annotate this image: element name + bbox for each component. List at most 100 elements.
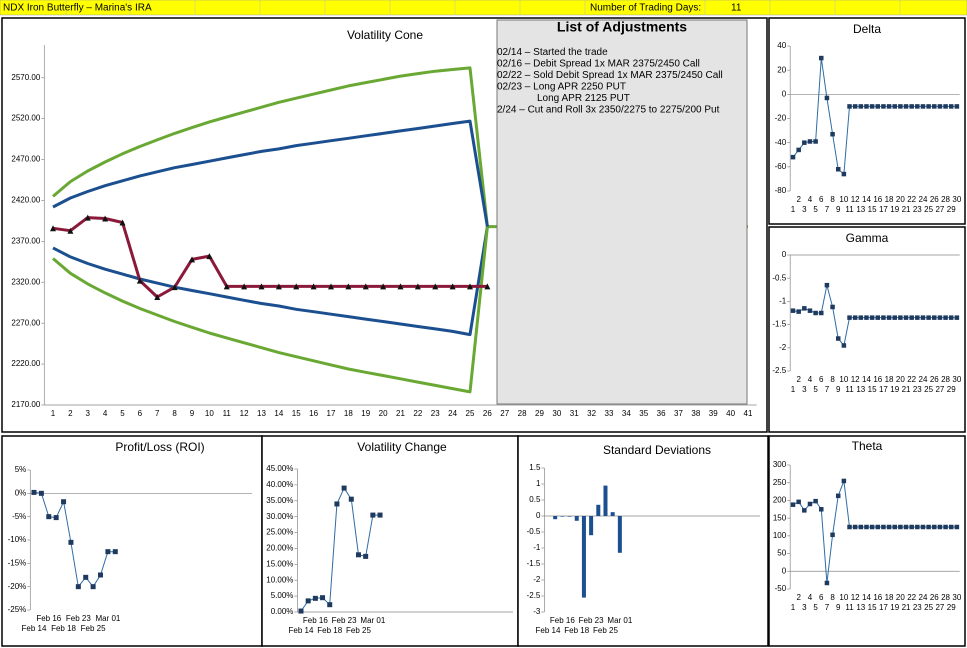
y-tick-label: -60 bbox=[775, 162, 787, 171]
x-tick-label: 25 bbox=[924, 603, 933, 612]
x-tick-label: 23 bbox=[913, 603, 922, 612]
y-tick-label: 0.5 bbox=[529, 495, 541, 504]
adjustment-item: 02/23 – Long APR 2250 PUT bbox=[497, 82, 626, 93]
y-tick-label: 0% bbox=[15, 488, 27, 497]
x-tick-label: 6 bbox=[819, 195, 824, 204]
x-tick-label: 10 bbox=[839, 593, 848, 602]
adjustments-box: List of Adjustments 02/14 – Started the … bbox=[496, 19, 748, 405]
marker bbox=[932, 315, 937, 320]
x-tick-label: 13 bbox=[257, 409, 266, 418]
x-tick-label: 25 bbox=[466, 409, 475, 418]
marker bbox=[841, 343, 847, 348]
x-tick-label: 13 bbox=[856, 385, 865, 394]
marker bbox=[362, 283, 369, 290]
adjustments-bg bbox=[496, 19, 748, 405]
x-tick-label: 15 bbox=[868, 205, 877, 214]
x-tick-label: 20 bbox=[896, 375, 905, 384]
marker bbox=[943, 524, 948, 530]
marker bbox=[796, 147, 801, 153]
y-tick-label: 0 bbox=[782, 250, 787, 259]
marker bbox=[875, 315, 881, 320]
adjustment-item: Long APR 2125 PUT bbox=[537, 93, 630, 104]
marker bbox=[68, 539, 74, 545]
x-tick-label: 5 bbox=[813, 385, 818, 394]
marker bbox=[909, 315, 914, 320]
x-tick-label: Feb 18 bbox=[51, 624, 76, 633]
x-tick-label: 19 bbox=[890, 385, 899, 394]
chart-title: Volatility Cone bbox=[347, 28, 423, 42]
x-tick-label: 7 bbox=[155, 409, 160, 418]
x-tick-label: 17 bbox=[879, 385, 888, 394]
marker bbox=[298, 608, 304, 614]
x-tick-label: Feb 16 bbox=[303, 616, 328, 625]
marker bbox=[102, 215, 109, 222]
x-tick-label: Feb 18 bbox=[317, 626, 342, 635]
x-tick-label: 41 bbox=[744, 409, 753, 418]
marker bbox=[898, 315, 903, 320]
x-tick-label: 2 bbox=[796, 375, 801, 384]
x-tick-label: 5 bbox=[813, 205, 818, 214]
marker bbox=[937, 315, 943, 320]
marker bbox=[909, 524, 914, 530]
x-tick-label: 23 bbox=[913, 205, 922, 214]
marker bbox=[898, 524, 903, 530]
x-tick-label: 27 bbox=[500, 409, 509, 418]
x-tick-label: Mar 01 bbox=[95, 614, 120, 623]
y-tick-label: -2.5 bbox=[527, 591, 541, 600]
y-tick-label: -2 bbox=[779, 343, 787, 352]
x-tick-label: 40 bbox=[726, 409, 735, 418]
x-tick-label: 16 bbox=[309, 409, 318, 418]
marker bbox=[275, 283, 282, 290]
x-tick-label: 4 bbox=[808, 593, 813, 602]
x-tick-label: 34 bbox=[622, 409, 631, 418]
x-tick-label: 7 bbox=[825, 385, 830, 394]
marker bbox=[38, 490, 44, 496]
x-tick-label: 28 bbox=[941, 593, 950, 602]
marker bbox=[305, 598, 311, 604]
x-tick-label: 29 bbox=[947, 205, 956, 214]
x-tick-label: 3 bbox=[802, 603, 807, 612]
marker bbox=[886, 104, 892, 109]
adjustment-item: 2/24 – Cut and Roll 3x 2350/2275 to 2275… bbox=[497, 105, 720, 116]
y-tick-label: -0.5 bbox=[772, 273, 786, 282]
x-tick-label: 30 bbox=[552, 409, 561, 418]
marker bbox=[943, 315, 948, 320]
y-tick-label: 300 bbox=[773, 460, 787, 469]
x-tick-label: 26 bbox=[930, 195, 939, 204]
marker bbox=[397, 283, 404, 290]
marker bbox=[875, 104, 881, 109]
y-tick-label: 2320.00 bbox=[11, 277, 40, 286]
bar bbox=[574, 516, 579, 521]
x-tick-label: Feb 14 bbox=[536, 626, 561, 635]
marker bbox=[320, 595, 326, 601]
y-tick-label: 0 bbox=[782, 89, 787, 98]
y-tick-label: 0.00% bbox=[271, 607, 294, 616]
adjustment-item: 02/22 – Sold Debit Spread 1x MAR 2375/24… bbox=[497, 70, 723, 81]
x-tick-label: Feb 25 bbox=[81, 624, 106, 633]
marker bbox=[819, 310, 824, 316]
x-tick-label: 26 bbox=[483, 409, 492, 418]
marker bbox=[926, 315, 931, 320]
marker bbox=[903, 524, 909, 530]
y-tick-label: -15% bbox=[8, 558, 27, 567]
marker bbox=[881, 104, 886, 109]
marker bbox=[348, 496, 354, 502]
x-tick-label: 3 bbox=[802, 205, 807, 214]
x-tick-label: Feb 25 bbox=[593, 626, 618, 635]
y-tick-label: 100 bbox=[773, 531, 787, 540]
y-tick-label: 0 bbox=[782, 566, 787, 575]
x-tick-label: 28 bbox=[518, 409, 527, 418]
x-tick-label: 27 bbox=[935, 205, 944, 214]
chart-title: Profit/Loss (ROI) bbox=[115, 440, 204, 454]
x-tick-label: 22 bbox=[907, 593, 916, 602]
marker bbox=[858, 524, 864, 530]
days-value: 11 bbox=[731, 3, 742, 14]
x-tick-label: 31 bbox=[570, 409, 579, 418]
marker bbox=[84, 214, 91, 221]
series-line bbox=[52, 119, 489, 227]
marker bbox=[915, 315, 920, 320]
x-tick-label: Feb 25 bbox=[346, 626, 371, 635]
marker bbox=[852, 524, 858, 530]
x-tick-label: 14 bbox=[862, 195, 871, 204]
x-tick-label: 12 bbox=[851, 195, 860, 204]
